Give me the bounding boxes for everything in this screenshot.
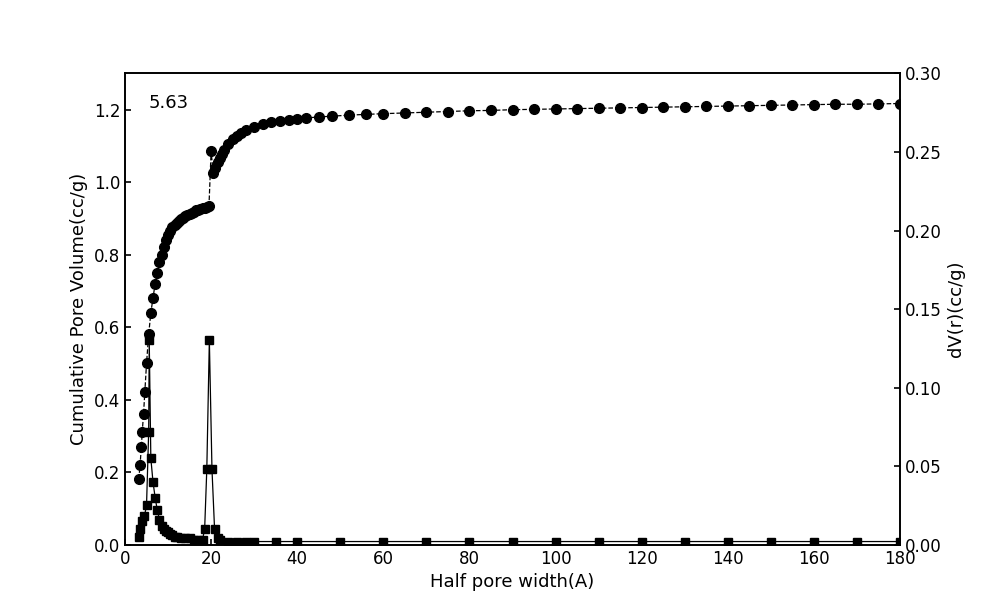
Y-axis label: Cumulative Pore Volume(cc/g): Cumulative Pore Volume(cc/g)	[70, 173, 88, 445]
Text: 5.63: 5.63	[149, 94, 189, 111]
X-axis label: Half pore width(A): Half pore width(A)	[430, 573, 595, 591]
Y-axis label: dV(r)(cc/g): dV(r)(cc/g)	[947, 261, 965, 357]
